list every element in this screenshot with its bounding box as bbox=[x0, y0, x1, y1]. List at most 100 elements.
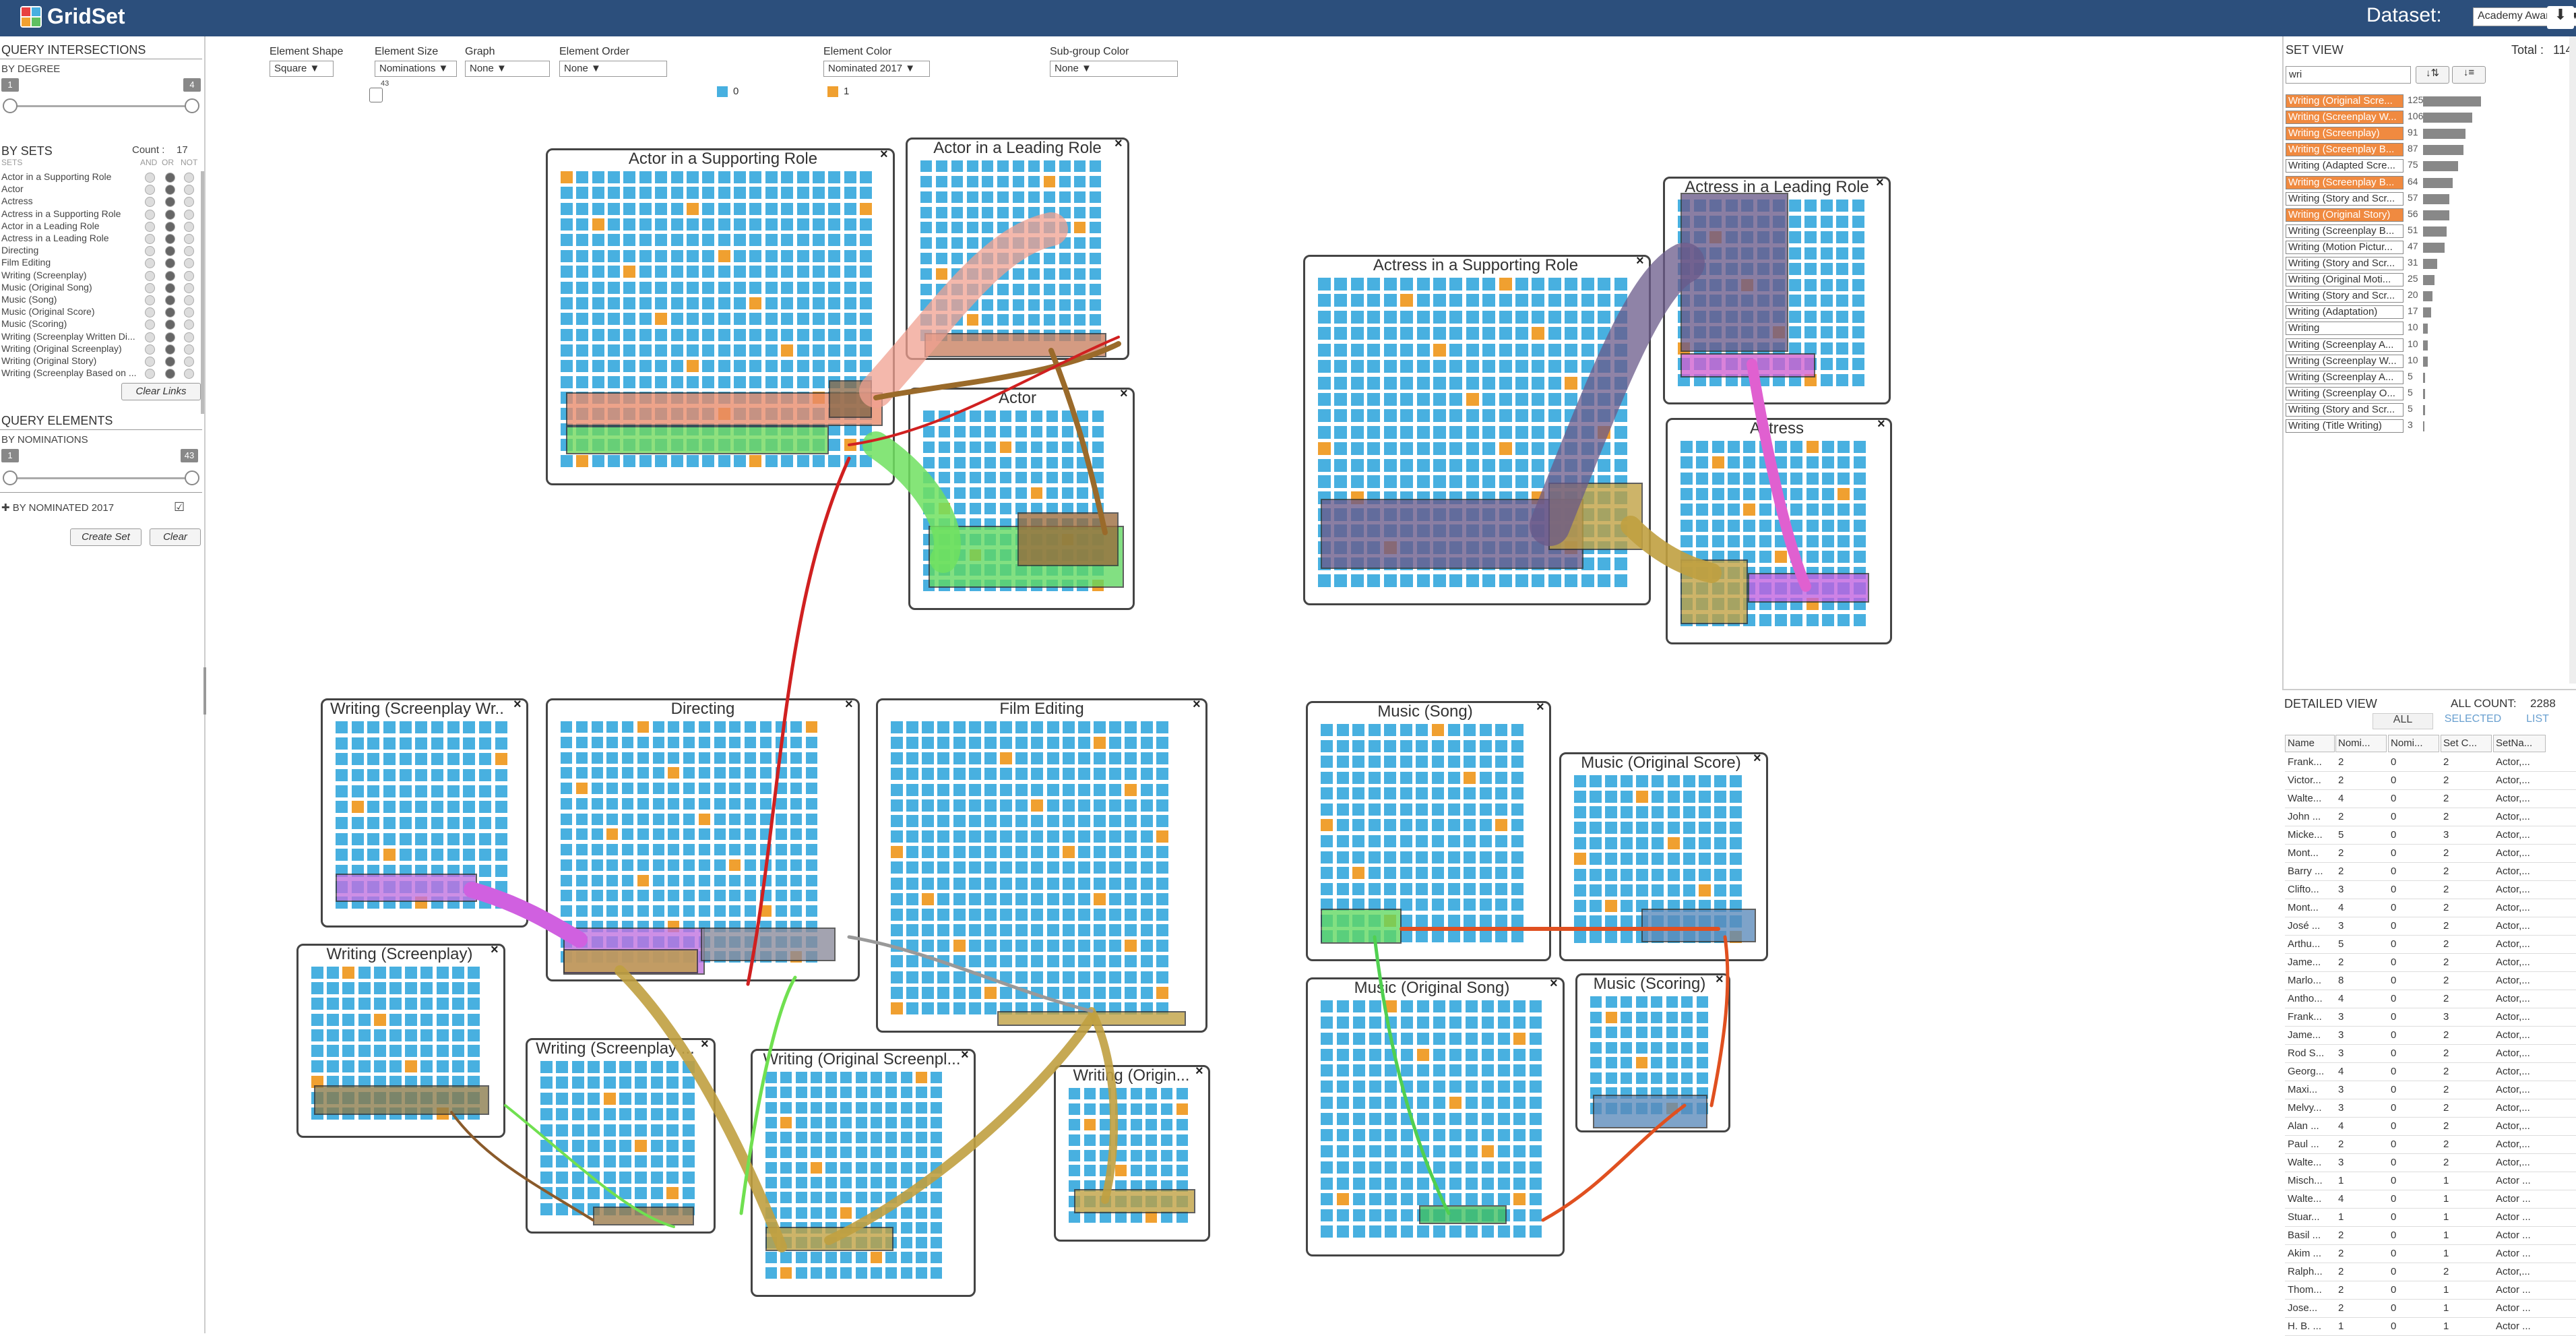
not-radio[interactable] bbox=[184, 357, 194, 367]
set-view-label[interactable]: Writing (Screenplay W... bbox=[2286, 354, 2404, 368]
table-row[interactable]: Basil ... 2 0 1 Actor ... bbox=[2285, 1227, 2576, 1245]
and-radio[interactable] bbox=[145, 357, 155, 367]
table-row[interactable]: Mont... 4 0 2 Actor,... bbox=[2285, 899, 2576, 917]
control-select[interactable]: Nominated 2017 ▼ bbox=[823, 61, 930, 77]
not-radio[interactable] bbox=[184, 270, 194, 281]
table-row[interactable]: Melvy... 3 0 2 Actor,... bbox=[2285, 1099, 2576, 1118]
intersection-highlight[interactable] bbox=[566, 426, 829, 454]
table-row[interactable]: Marlo... 8 0 2 Actor,... bbox=[2285, 972, 2576, 990]
intersection-highlight[interactable] bbox=[1641, 909, 1756, 942]
not-radio[interactable] bbox=[184, 209, 194, 220]
set-view-label[interactable]: Writing (Story and Scr... bbox=[2286, 191, 2404, 206]
table-row[interactable]: Clifto... 3 0 2 Actor,... bbox=[2285, 881, 2576, 899]
intersection-highlight[interactable] bbox=[701, 928, 836, 961]
or-radio[interactable] bbox=[165, 234, 175, 244]
set-view-label[interactable]: Writing (Screenplay A... bbox=[2286, 338, 2404, 352]
intersection-highlight[interactable] bbox=[1548, 483, 1643, 550]
tab-selected[interactable]: SELECTED bbox=[2444, 713, 2502, 725]
table-row[interactable]: Jose... 2 0 1 Actor ... bbox=[2285, 1300, 2576, 1318]
or-radio[interactable] bbox=[165, 332, 175, 342]
not-radio[interactable] bbox=[184, 197, 194, 208]
column-header[interactable]: Set C... bbox=[2441, 735, 2492, 752]
degree-slider-min-handle[interactable] bbox=[3, 98, 18, 113]
table-row[interactable]: Victor... 2 0 2 Actor,... bbox=[2285, 772, 2576, 790]
or-radio[interactable] bbox=[165, 369, 175, 379]
set-view-label[interactable]: Writing (Original Moti... bbox=[2286, 273, 2404, 287]
clear-links-button[interactable]: Clear Links bbox=[121, 383, 201, 400]
table-row[interactable]: Arthu... 5 0 2 Actor,... bbox=[2285, 936, 2576, 954]
not-radio[interactable] bbox=[184, 185, 194, 195]
and-radio[interactable] bbox=[145, 270, 155, 281]
not-radio[interactable] bbox=[184, 258, 194, 269]
table-row[interactable]: Walte... 4 0 1 Actor ... bbox=[2285, 1190, 2576, 1209]
or-radio[interactable] bbox=[165, 320, 175, 330]
set-view-label[interactable]: Writing (Screenplay A... bbox=[2286, 370, 2404, 384]
table-row[interactable]: Walte... 4 0 2 Actor,... bbox=[2285, 790, 2576, 808]
table-row[interactable]: Stuar... 1 0 1 Actor ... bbox=[2285, 1209, 2576, 1227]
and-radio[interactable] bbox=[145, 344, 155, 355]
degree-slider-track[interactable] bbox=[9, 105, 193, 107]
left-panel-resize-handle[interactable] bbox=[203, 667, 206, 715]
intersection-highlight[interactable] bbox=[765, 1227, 893, 1251]
set-view-label[interactable]: Writing (Adaptation) bbox=[2286, 305, 2404, 320]
table-row[interactable]: Frank... 2 0 2 Actor,... bbox=[2285, 754, 2576, 772]
close-icon[interactable]: × bbox=[1114, 136, 1123, 151]
intersection-highlight[interactable] bbox=[1419, 1205, 1507, 1224]
intersection-highlight[interactable] bbox=[336, 874, 477, 902]
control-select[interactable]: None ▼ bbox=[559, 61, 667, 77]
download-icon[interactable]: ⬇ bbox=[2547, 6, 2574, 29]
and-radio[interactable] bbox=[145, 197, 155, 208]
or-radio[interactable] bbox=[165, 246, 175, 257]
tab-all[interactable]: ALL bbox=[2373, 713, 2433, 729]
set-view-label[interactable]: Writing (Screenplay) bbox=[2286, 127, 2404, 141]
and-radio[interactable] bbox=[145, 295, 155, 305]
sort-count-button[interactable]: ↓≡ bbox=[2452, 66, 2486, 84]
set-search-input[interactable]: wri bbox=[2286, 66, 2411, 84]
table-row[interactable]: José ... 3 0 2 Actor,... bbox=[2285, 917, 2576, 936]
column-header[interactable]: SetNa... bbox=[2493, 735, 2546, 752]
close-icon[interactable]: × bbox=[1876, 175, 1884, 190]
table-row[interactable]: John ... 2 0 2 Actor,... bbox=[2285, 808, 2576, 826]
intersection-highlight[interactable] bbox=[1321, 499, 1583, 569]
set-view-label[interactable]: Writing (Story and Scr... bbox=[2286, 402, 2404, 417]
set-view-label[interactable]: Writing (Screenplay B... bbox=[2286, 175, 2404, 189]
close-icon[interactable]: × bbox=[1193, 697, 1201, 712]
table-row[interactable]: Frank... 3 0 3 Actor,... bbox=[2285, 1008, 2576, 1027]
intersection-highlight[interactable] bbox=[563, 949, 698, 973]
table-row[interactable]: Paul ... 2 0 2 Actor,... bbox=[2285, 1136, 2576, 1154]
close-icon[interactable]: × bbox=[1536, 700, 1544, 715]
set-view-label[interactable]: Writing bbox=[2286, 322, 2404, 336]
control-select[interactable]: None ▼ bbox=[1050, 61, 1178, 77]
intersection-highlight[interactable] bbox=[1593, 1095, 1707, 1128]
and-radio[interactable] bbox=[145, 369, 155, 379]
column-header[interactable]: Nomi... bbox=[2388, 735, 2439, 752]
set-view-label[interactable]: Writing (Original Story) bbox=[2286, 208, 2404, 222]
or-radio[interactable] bbox=[165, 282, 175, 293]
create-set-button[interactable]: Create Set bbox=[70, 528, 142, 546]
clear-button[interactable]: Clear bbox=[150, 528, 201, 546]
intersection-highlight[interactable] bbox=[924, 333, 1106, 357]
and-radio[interactable] bbox=[145, 246, 155, 257]
intersection-highlight[interactable] bbox=[997, 1011, 1186, 1026]
not-radio[interactable] bbox=[184, 295, 194, 305]
nominations-slider-track[interactable] bbox=[9, 477, 193, 479]
close-icon[interactable]: × bbox=[845, 697, 853, 712]
table-row[interactable]: Georg... 4 0 2 Actor,... bbox=[2285, 1063, 2576, 1081]
or-radio[interactable] bbox=[165, 344, 175, 355]
table-row[interactable]: Antho... 4 0 2 Actor,... bbox=[2285, 990, 2576, 1008]
and-radio[interactable] bbox=[145, 332, 155, 342]
table-row[interactable]: Maxi... 3 0 2 Actor,... bbox=[2285, 1081, 2576, 1099]
set-view-label[interactable]: Writing (Title Writing) bbox=[2286, 419, 2404, 433]
set-view-label[interactable]: Writing (Story and Scr... bbox=[2286, 289, 2404, 303]
close-icon[interactable]: × bbox=[1120, 386, 1128, 401]
or-radio[interactable] bbox=[165, 357, 175, 367]
control-select[interactable]: Square ▼ bbox=[270, 61, 334, 77]
intersection-highlight[interactable] bbox=[1748, 573, 1869, 603]
set-view-scrollbar[interactable] bbox=[2569, 36, 2576, 684]
not-radio[interactable] bbox=[184, 282, 194, 293]
close-icon[interactable]: × bbox=[1550, 976, 1558, 991]
not-radio[interactable] bbox=[184, 221, 194, 232]
or-radio[interactable] bbox=[165, 197, 175, 208]
not-radio[interactable] bbox=[184, 234, 194, 244]
or-radio[interactable] bbox=[165, 258, 175, 269]
